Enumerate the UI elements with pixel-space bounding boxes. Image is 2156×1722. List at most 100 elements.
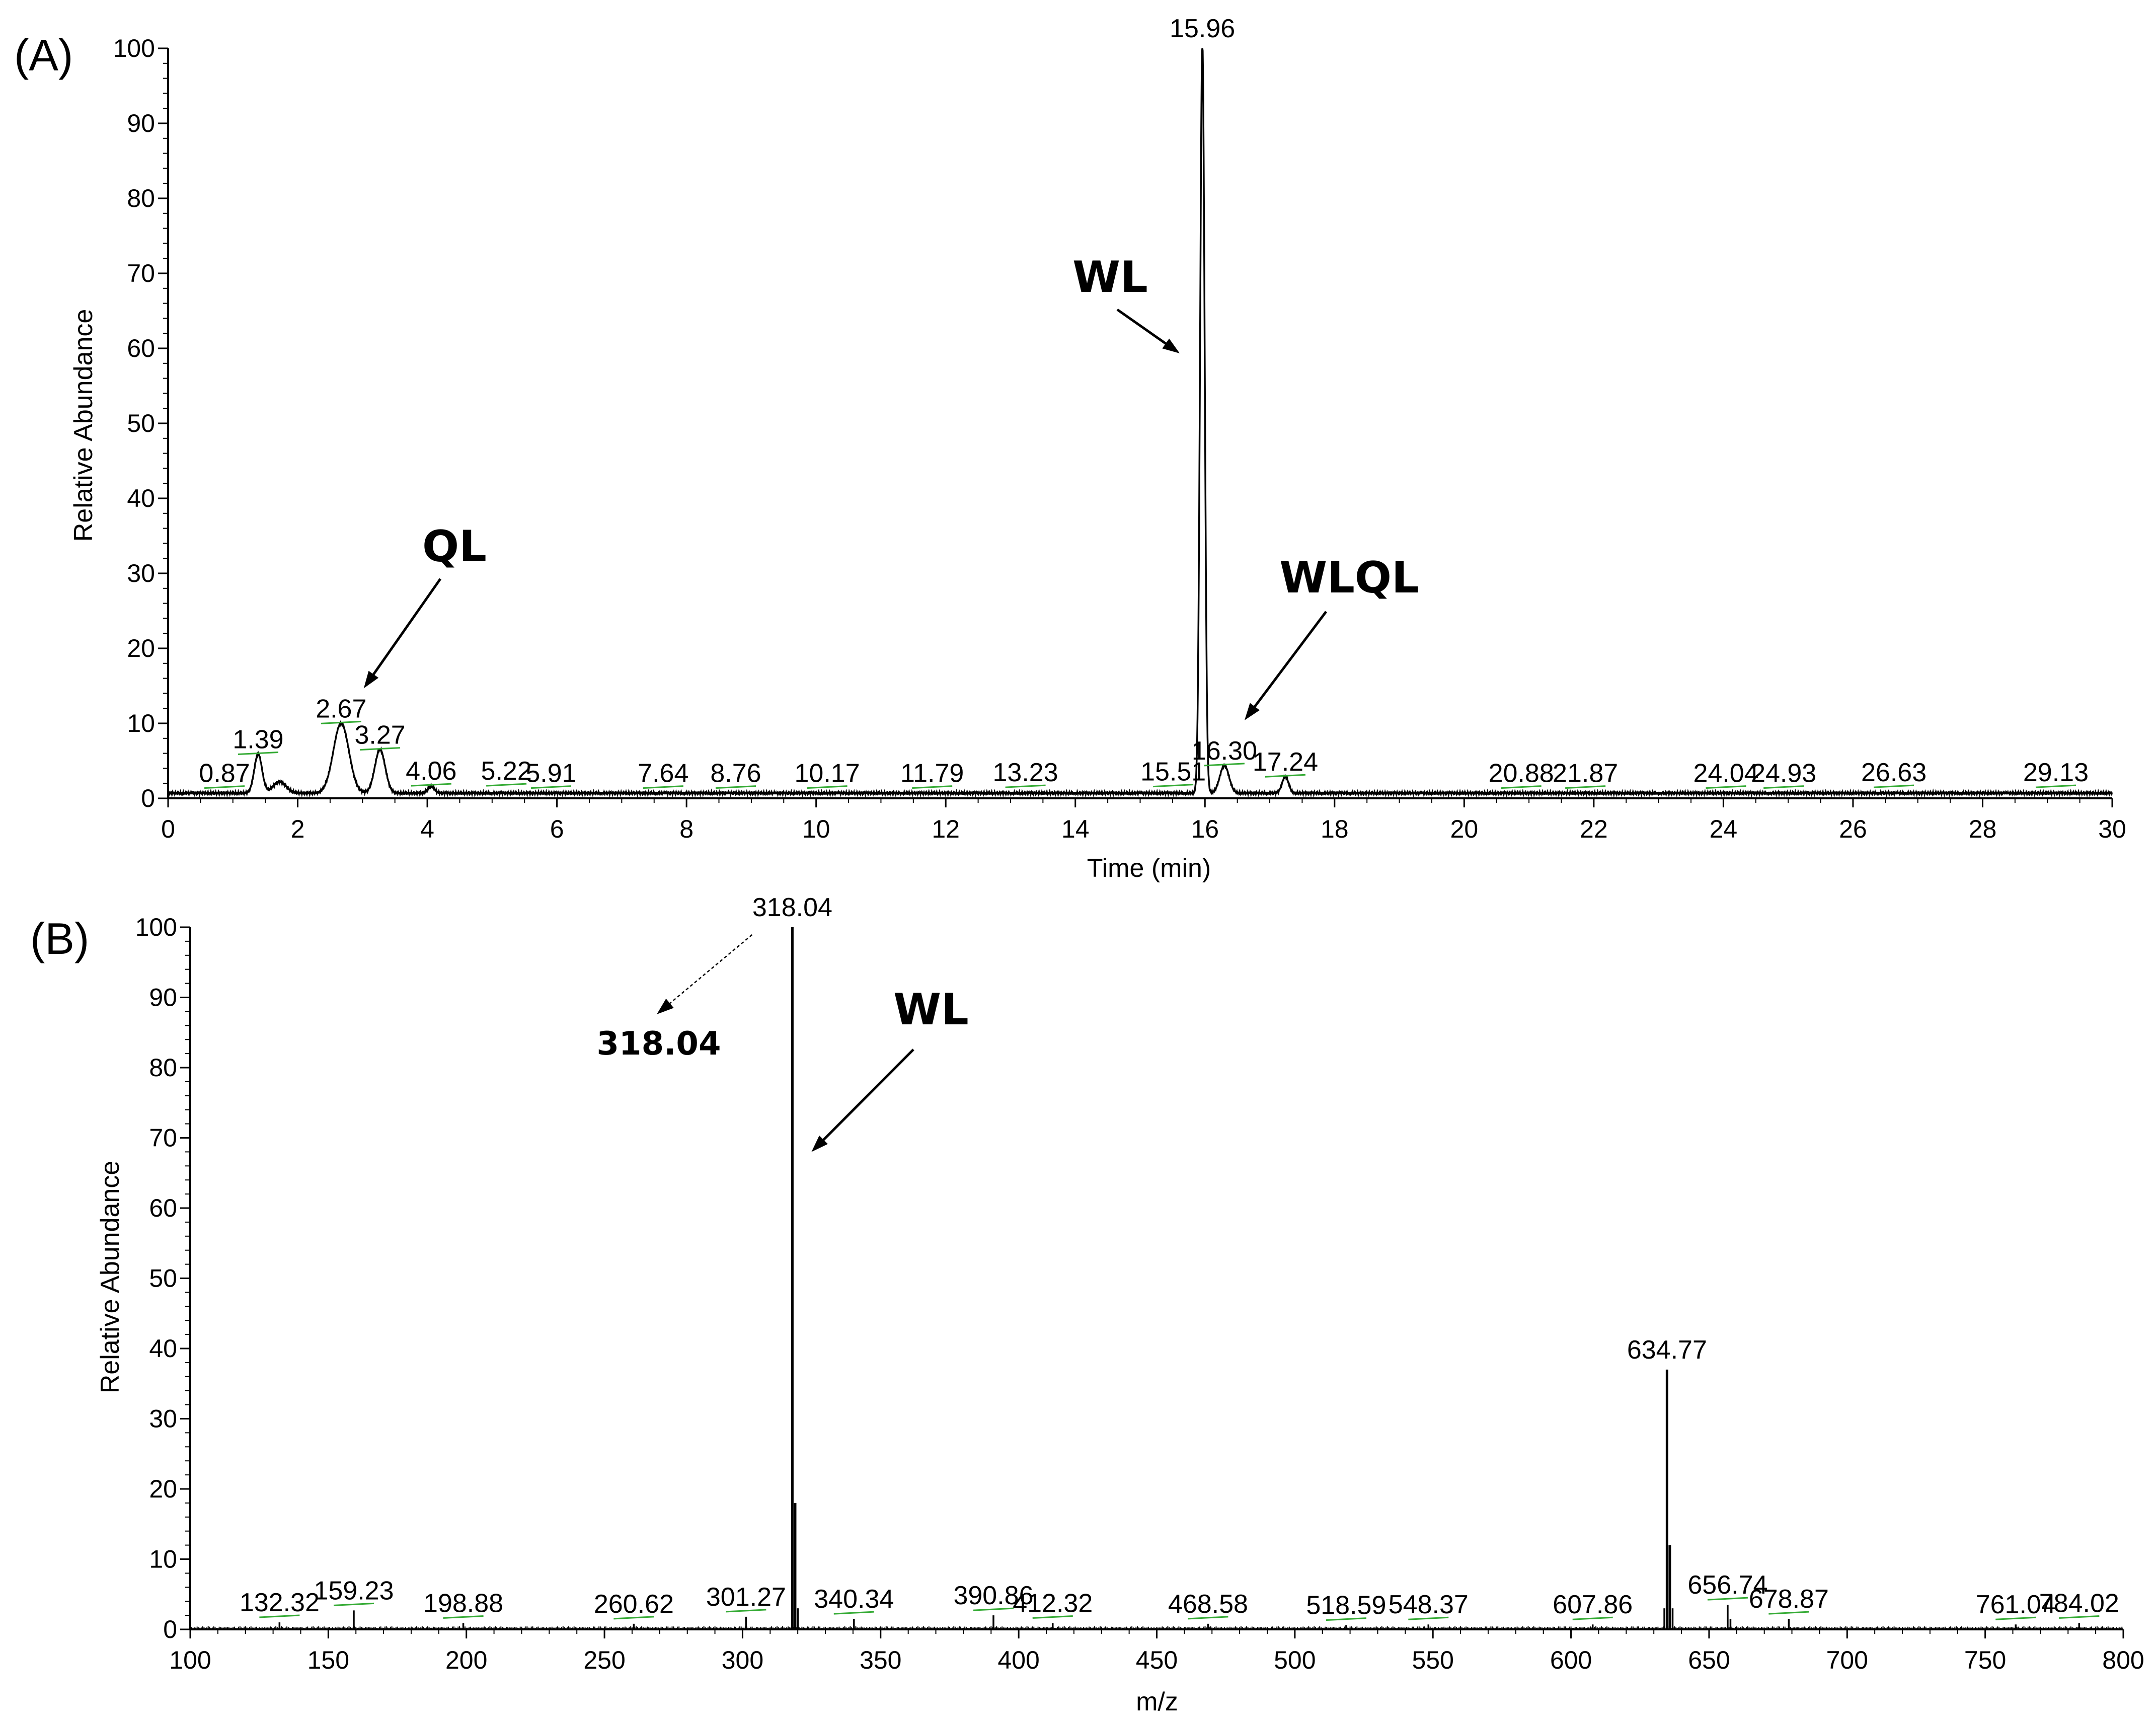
spectrum-peak-label: 548.37 [1389, 1590, 1469, 1619]
annotation-ql-arrow-head [363, 670, 379, 689]
chart_data-0-y-tick-label: 100 [113, 34, 155, 62]
peak-integration-marker [359, 747, 401, 751]
peak-integration-marker [204, 785, 245, 789]
chart_data-0-y-tick-label: 20 [127, 634, 155, 662]
chart_data-0-x-tick-label: 8 [679, 815, 694, 843]
mass-spectrum-panel: (B) 100 150 200 250 300 350 400 450 500 550 600 650… [30, 893, 2144, 1716]
mass-spectrum-y-axis-title: Relative Abundance [96, 1161, 125, 1394]
chart_data-1-x-tick-label: 100 [169, 1646, 211, 1674]
chart_data-1-y-tick-label: 50 [149, 1264, 177, 1293]
peak-integration-marker [1572, 1616, 1613, 1620]
peak-integration-marker [259, 1614, 300, 1618]
peak-label: 2.67 [316, 694, 366, 723]
peak-integration-marker [1188, 1616, 1228, 1620]
spectrum-peak-label: 656.74 [1687, 1570, 1767, 1600]
spectrum-peak-label: 468.58 [1168, 1590, 1248, 1619]
spectrum-peak-label: 260.62 [594, 1590, 674, 1619]
chart_data-1-x-tick-label: 150 [307, 1646, 349, 1674]
annotation-wl-arrow-head [1162, 338, 1180, 353]
peak-integration-marker [1005, 784, 1046, 788]
peak-label: 20.88 [1489, 759, 1554, 788]
peak-integration-marker [1326, 1617, 1366, 1621]
peak-integration-marker [1995, 1616, 2036, 1620]
peak-label: 5.91 [525, 759, 576, 788]
spectrum-peak-label: 198.88 [423, 1589, 503, 1618]
chart_data-0-x-tick-label: 6 [550, 815, 564, 843]
spectrum-peak-label: 634.77 [1627, 1335, 1707, 1365]
peak-label: 29.13 [2023, 758, 2089, 787]
chart_data-0-x-tick-label: 0 [161, 815, 175, 843]
chart_data-0-x-tick-label: 10 [802, 815, 830, 843]
spectrum-peak-label: 678.87 [1749, 1585, 1829, 1614]
peak-label: 24.93 [1751, 759, 1816, 788]
peak-label: 1.39 [233, 725, 283, 755]
chart_data-1-x-tick-label: 750 [1964, 1646, 2006, 1674]
chart_data-1-x-tick-label: 700 [1826, 1646, 1868, 1674]
chart_data-0-x-tick-label: 24 [1710, 815, 1738, 843]
annotation-wlql-arrow-line [1252, 611, 1327, 709]
chromatogram-x-axis-title: Time (min) [1087, 854, 1211, 883]
chart_data-0-y-tick-label: 30 [127, 559, 155, 587]
annotation-ql: QL [422, 521, 487, 572]
chart_data-1-x-tick-label: 300 [722, 1646, 763, 1674]
peak-integration-marker [1153, 784, 1194, 788]
panel-b-label: (B) [30, 914, 89, 963]
peak-integration-marker [1032, 1615, 1073, 1619]
peak-integration-marker [1501, 785, 1542, 789]
chart_data-1-y-tick-label: 30 [149, 1405, 177, 1433]
peak-label: 10.17 [794, 759, 860, 788]
peak-label: 15.96 [1170, 14, 1235, 43]
chart_data-0-x-tick-label: 30 [2098, 815, 2126, 843]
chart_data-1-y-tick-label: 0 [163, 1615, 177, 1643]
chart_data-0-x-tick-label: 22 [1580, 815, 1608, 843]
peak-label: 16.30 [1192, 736, 1257, 766]
peak-label: 17.24 [1253, 747, 1318, 777]
peak-integration-marker [726, 1609, 766, 1613]
peak-integration-marker [1204, 763, 1245, 767]
peak-label: 21.87 [1553, 759, 1618, 788]
peak-integration-marker [833, 1611, 874, 1615]
annotation-base-peak: 318.04 [597, 1025, 721, 1063]
chart_data-0-y-tick-label: 10 [127, 709, 155, 737]
annotation-wl: WL [893, 985, 969, 1035]
chart_data-1-y-tick-label: 70 [149, 1124, 177, 1152]
chart_data-0-x-tick-label: 4 [420, 815, 434, 843]
peak-integration-marker [1873, 784, 1914, 788]
chart_data-0-y-tick-label: 90 [127, 109, 155, 137]
chart_data-0-x-tick-label: 28 [1969, 815, 1997, 843]
peak-integration-marker [530, 785, 572, 789]
peak-integration-marker [613, 1616, 654, 1620]
peak-label: 13.23 [993, 758, 1058, 787]
peak-integration-marker [807, 785, 848, 789]
chart_data-1-x-tick-label: 650 [1688, 1646, 1730, 1674]
spectrum-peak-label: 340.34 [814, 1585, 894, 1614]
chart_data-0-y-tick-label: 0 [141, 784, 155, 812]
chart_data-0-x-tick-label: 16 [1191, 815, 1219, 843]
peak-integration-marker [643, 785, 683, 789]
panel-a-label: (A) [14, 30, 73, 80]
peak-integration-marker [1265, 774, 1306, 778]
chart_data-1-y-tick-label: 80 [149, 1054, 177, 1082]
chart_data-1-y-tick-label: 40 [149, 1334, 177, 1363]
chart_data-0-x-tick-label: 18 [1321, 815, 1349, 843]
peak-label: 11.79 [900, 759, 964, 788]
peak-integration-marker [333, 1602, 374, 1606]
peak-integration-marker [1768, 1611, 1809, 1615]
chart_data-0-y-tick-label: 50 [127, 409, 155, 437]
annotation-wl-arrow-head [811, 1135, 828, 1152]
annotation-wl: WL [1072, 252, 1148, 303]
peak-label: 3.27 [354, 721, 405, 750]
annotation-base-peak-arrow-line [668, 934, 753, 1005]
peak-integration-marker [1763, 785, 1804, 789]
chromatogram-y-axis-title: Relative Abundance [69, 309, 98, 542]
chart_data-0-y-tick-label: 80 [127, 184, 155, 212]
spectrum-peak-label: 390.86 [953, 1581, 1033, 1610]
chart_data-0-x-tick-label: 2 [291, 815, 305, 843]
peak-integration-marker [1565, 785, 1606, 789]
chromatogram-plot: 0 2 4 6 8 10 12 14 16 18 20 22 24 26 28 300102030405060… [113, 14, 2126, 843]
spectrum-peak-label: 412.32 [1013, 1589, 1093, 1618]
chart_data-1-y-tick-label: 10 [149, 1545, 177, 1574]
chart_data-1-x-tick-label: 400 [997, 1646, 1039, 1674]
chart_data-1-x-tick-label: 350 [860, 1646, 901, 1674]
